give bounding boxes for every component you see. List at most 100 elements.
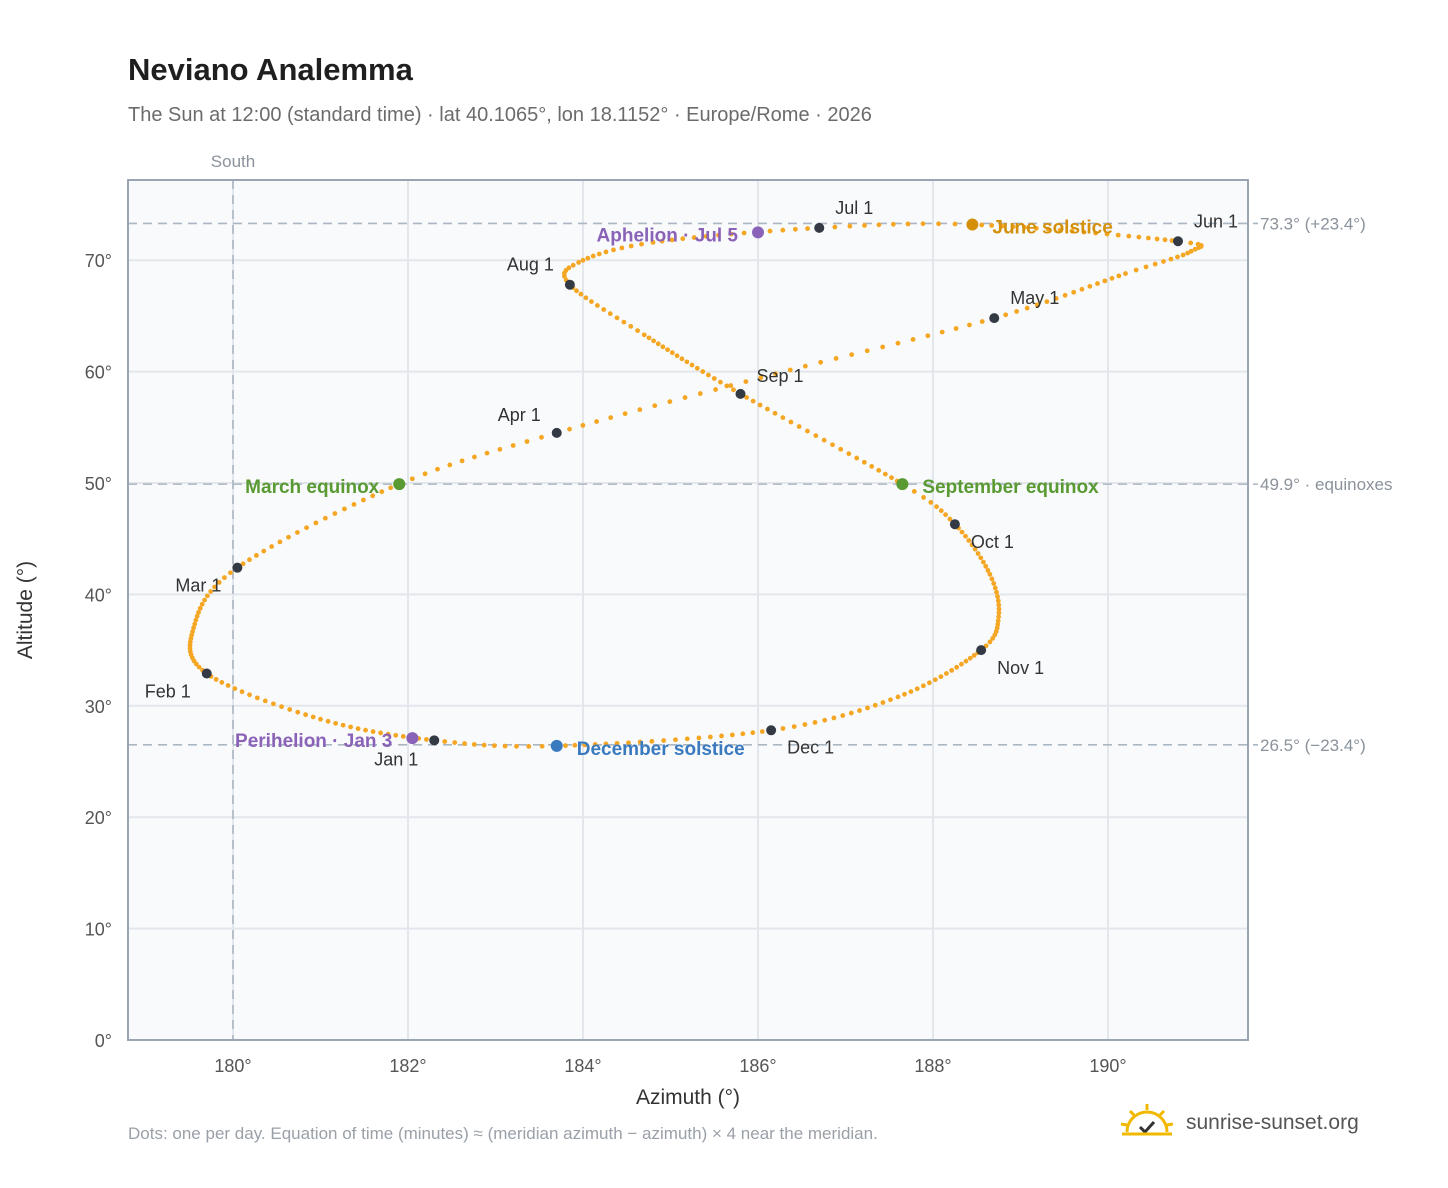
day-dot [667, 399, 673, 405]
day-dot [614, 315, 620, 321]
day-dot [213, 676, 219, 682]
day-dot [990, 635, 996, 641]
day-dot [190, 629, 195, 634]
day-dot [1024, 305, 1030, 311]
day-dot [1136, 234, 1142, 240]
month-label: Aug 1 [507, 255, 554, 275]
reference-lines: 73.3° (+23.4°) 49.9° · equinoxes 26.5° (−2… [128, 180, 1393, 1040]
day-dot [295, 530, 300, 535]
day-dot [626, 740, 631, 746]
day-dot [890, 221, 896, 227]
day-dot [567, 426, 572, 432]
day-dot [1180, 252, 1186, 258]
day-dot [635, 328, 640, 334]
day-dot [247, 692, 252, 698]
day-dot [247, 557, 252, 563]
brand-logo[interactable]: sunrise-sunset.org [1120, 1102, 1359, 1143]
day-dot [694, 365, 700, 371]
day-dot [424, 737, 429, 742]
day-dot [651, 338, 657, 344]
day-dot [619, 245, 625, 251]
day-dot [502, 743, 508, 749]
day-dot [703, 233, 709, 239]
day-dot [880, 344, 886, 350]
day-dot [966, 538, 972, 543]
day-dot [822, 717, 828, 723]
day-dot [379, 489, 385, 495]
day-dot [995, 598, 1001, 604]
day-dot [576, 260, 582, 265]
y-tick-label: 10° [85, 920, 112, 940]
day-dot [355, 726, 361, 732]
month-label: Jul 1 [835, 198, 873, 218]
day-dot [862, 223, 867, 228]
day-dot [435, 466, 440, 472]
day-dot [279, 704, 284, 710]
day-dot [641, 332, 647, 338]
day-dot [978, 555, 984, 561]
month-marker [232, 562, 243, 573]
day-dot [741, 230, 747, 236]
day-dot [1161, 259, 1166, 264]
day-dot [949, 667, 955, 673]
day-dot [578, 291, 584, 297]
month-label: Apr 1 [498, 405, 541, 425]
day-dot [939, 329, 945, 335]
day-dot [585, 255, 591, 261]
event-marker [406, 732, 419, 745]
day-dot [582, 742, 588, 748]
day-dot [954, 664, 960, 670]
day-dot [1003, 312, 1009, 318]
day-dot [628, 323, 634, 329]
day-dot [992, 585, 998, 591]
month-marker [976, 645, 987, 656]
day-dot [608, 415, 614, 421]
day-dot [1014, 309, 1020, 314]
day-dot [724, 383, 730, 389]
month-marker [564, 279, 575, 290]
day-dot [196, 664, 202, 670]
plot-frame [127, 179, 1249, 1041]
day-dot [590, 253, 596, 259]
day-dot [253, 553, 259, 558]
day-dot [936, 221, 941, 227]
month-marker [429, 735, 440, 746]
event-label: June solstice [992, 218, 1112, 239]
day-dot [484, 450, 490, 456]
day-dot [684, 736, 690, 742]
day-dot [989, 576, 995, 582]
day-dot [920, 221, 926, 227]
day-dot [1145, 235, 1151, 241]
day-dot [422, 471, 428, 477]
day-dot [286, 534, 291, 540]
south-label: South [211, 152, 255, 171]
day-dot [208, 589, 214, 594]
day-dot [985, 568, 991, 573]
day-dot [928, 499, 934, 505]
day-dot [269, 544, 275, 549]
day-dot [1102, 278, 1108, 284]
day-dot [1188, 248, 1194, 254]
day-dot [650, 239, 656, 245]
day-dot [570, 262, 576, 268]
day-dot [689, 362, 695, 368]
day-dot [740, 731, 746, 737]
day-dot [1152, 261, 1158, 267]
day-dot [813, 433, 819, 439]
day-dot [934, 504, 939, 510]
day-dot [1192, 246, 1198, 252]
day-dot [348, 724, 354, 730]
day-dot [796, 424, 802, 429]
day-dot [639, 241, 644, 247]
day-dot [838, 446, 844, 452]
day-dot [921, 495, 927, 500]
day-dot [780, 415, 786, 421]
day-dot [603, 741, 609, 747]
day-dot [1116, 273, 1122, 279]
day-dot [792, 226, 798, 232]
day-dot [691, 235, 697, 240]
reference-line-label: 73.3° (+23.4°) [1260, 214, 1366, 233]
day-dot [510, 443, 516, 448]
month-label: Oct 1 [971, 532, 1014, 552]
day-dot [1069, 228, 1075, 234]
